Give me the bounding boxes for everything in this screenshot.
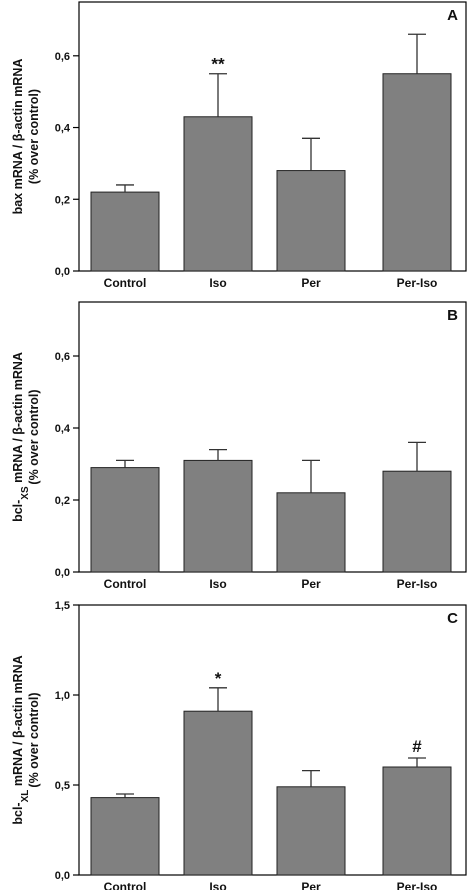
y-label-part: bcl- xyxy=(11,500,25,522)
bar xyxy=(183,459,253,573)
bar xyxy=(276,492,346,573)
category-label: Control xyxy=(104,276,147,290)
bar xyxy=(183,116,253,272)
category-label: Per xyxy=(301,880,321,890)
y-tick-label: 1,0 xyxy=(55,690,70,702)
bar xyxy=(382,470,452,573)
plot-frame xyxy=(78,301,467,573)
y-tick-label: 0,0 xyxy=(55,266,70,278)
y-axis-label-line: (% over control) xyxy=(27,692,41,787)
category-label: Per-Iso xyxy=(397,880,438,890)
y-label-subscript: XL xyxy=(20,790,31,803)
category-label: Iso xyxy=(209,880,226,890)
plot-frame xyxy=(78,604,467,876)
category-label: Iso xyxy=(209,276,226,290)
y-tick-label: 0,6 xyxy=(55,351,70,363)
y-label-part: bcl- xyxy=(11,802,25,824)
panel-c: 0,0 0,5 1,0 1,5 Control * Iso Per # Per-Iso Cbcl-X… xyxy=(11,600,467,890)
y-axis-label-line: (% over control) xyxy=(27,89,41,184)
significance-annotation: # xyxy=(412,737,422,756)
y-axis-label-line: (% over control) xyxy=(27,389,41,484)
significance-annotation: ** xyxy=(211,55,225,74)
y-tick-label: 0,2 xyxy=(55,194,70,206)
y-tick-label: 0,5 xyxy=(55,780,70,792)
bar xyxy=(382,766,452,876)
y-label-part: mRNA / β-actin mRNA xyxy=(11,352,25,486)
y-axis-label-line: bcl-XS mRNA / β-actin mRNA xyxy=(11,352,31,522)
category-label: Control xyxy=(104,577,147,591)
y-tick-label: 0,4 xyxy=(55,123,71,135)
category-label: Per xyxy=(301,577,321,591)
y-label-part: mRNA / β-actin mRNA xyxy=(11,655,25,789)
y-tick-label: 0,6 xyxy=(55,51,70,63)
y-label-subscript: XS xyxy=(20,486,31,500)
y-axis-label-line: bcl-XL mRNA / β-actin mRNA xyxy=(11,655,31,824)
panel-b: 0,0 0,2 0,4 0,6 Control Iso Per Per-Iso Bbcl-XS … xyxy=(11,301,467,591)
bar xyxy=(276,170,346,272)
bar xyxy=(90,797,160,876)
y-axis-label-line: bax mRNA / β-actin mRNA xyxy=(11,59,25,215)
bar xyxy=(276,786,346,876)
category-label: Per-Iso xyxy=(397,577,438,591)
y-tick-label: 0,0 xyxy=(55,567,70,579)
bar xyxy=(90,467,160,573)
category-label: Control xyxy=(104,880,147,890)
y-tick-label: 0,0 xyxy=(55,870,70,882)
panel-letter: C xyxy=(447,610,458,627)
panel-letter: A xyxy=(447,7,458,24)
plot-frame xyxy=(78,1,467,272)
category-label: Per xyxy=(301,276,321,290)
bar xyxy=(382,73,452,272)
y-tick-label: 0,2 xyxy=(55,495,70,507)
significance-annotation: * xyxy=(215,669,222,688)
y-tick-label: 0,4 xyxy=(55,423,71,435)
category-label: Per-Iso xyxy=(397,276,438,290)
panel-letter: B xyxy=(447,307,458,324)
bar xyxy=(183,710,253,876)
y-tick-label: 1,5 xyxy=(55,600,70,612)
bar xyxy=(90,191,160,272)
category-label: Iso xyxy=(209,577,226,591)
